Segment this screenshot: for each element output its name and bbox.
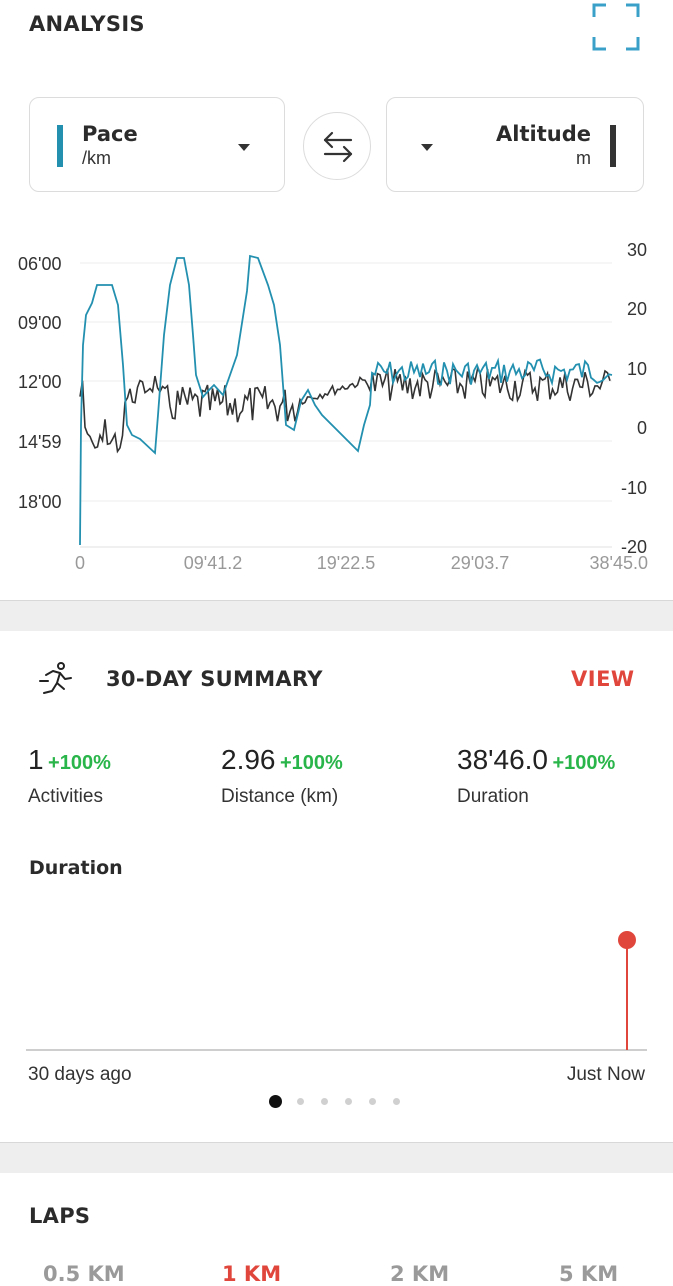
right-tick-label: -10 (621, 478, 647, 498)
stat-distance: 2.96 +100% Distance (km) (221, 744, 343, 808)
start-label: 30 days ago (28, 1064, 132, 1085)
left-tick-label: 06'00 (18, 254, 61, 274)
laps-tab-2km[interactable]: 2 KM (390, 1262, 450, 1286)
section-divider (0, 600, 673, 631)
page-indicator-dot[interactable] (393, 1098, 400, 1105)
stat-change: +100% (279, 752, 343, 774)
stat-activities: 1 +100% Activities (28, 744, 111, 808)
page-indicator-dot[interactable] (345, 1098, 352, 1105)
stat-label: Duration (457, 786, 529, 807)
left-tick-label: 12'00 (18, 372, 61, 392)
x-axis-ticks: 0 09'41.2 19'22.5 29'03.7 38'45.0 (75, 553, 648, 573)
right-tick-label: -20 (621, 537, 647, 557)
stat-change: +100% (552, 752, 616, 774)
stat-label: Distance (km) (221, 786, 339, 807)
page-indicator-dot[interactable] (297, 1098, 304, 1105)
left-axis-ticks: 06'00 09'00 12'00 14'59 18'00 (18, 254, 61, 512)
end-label: Just Now (566, 1064, 645, 1085)
laps-title: LAPS (29, 1204, 91, 1228)
right-metric-color-bar (610, 125, 616, 167)
stat-value: 1 (28, 744, 44, 775)
section-divider (0, 1142, 673, 1173)
x-tick-label: 29'03.7 (451, 553, 510, 573)
laps-tab-5km[interactable]: 5 KM (559, 1262, 619, 1286)
left-metric-color-bar (57, 125, 63, 167)
right-metric-unit: m (576, 148, 591, 168)
right-tick-label: 0 (637, 418, 647, 438)
stat-label: Activities (28, 786, 103, 807)
stat-duration: 38'46.0 +100% Duration (457, 744, 615, 808)
x-tick-label: 19'22.5 (317, 553, 376, 573)
page-indicator-dot[interactable] (369, 1098, 376, 1105)
swap-arrows-icon (323, 131, 353, 163)
stat-value: 38'46.0 (457, 744, 548, 775)
duration-chart-title: Duration (29, 857, 123, 879)
chevron-down-icon (238, 144, 250, 151)
x-tick-label: 0 (75, 553, 85, 573)
right-axis-ticks: 30 20 10 0 -10 -20 (621, 240, 647, 557)
page-indicator-dot[interactable] (321, 1098, 328, 1105)
page-indicator-dot-active[interactable] (269, 1095, 282, 1108)
chevron-down-icon (421, 144, 433, 151)
view-summary-button[interactable]: VIEW (571, 667, 635, 691)
fullscreen-icon[interactable] (591, 2, 641, 52)
laps-tab-1km[interactable]: 1 KM (222, 1262, 282, 1286)
left-metric-selector[interactable]: Pace /km (29, 97, 285, 192)
stat-change: +100% (48, 752, 111, 774)
left-tick-label: 18'00 (18, 492, 61, 512)
right-tick-label: 10 (627, 359, 647, 379)
x-tick-label: 09'41.2 (184, 553, 243, 573)
left-tick-label: 09'00 (18, 313, 61, 333)
right-tick-label: 30 (627, 240, 647, 260)
left-metric-name: Pace (82, 122, 138, 146)
swap-metrics-button[interactable] (303, 112, 371, 180)
summary-title: 30-DAY SUMMARY (106, 667, 323, 691)
chart-grid (80, 262, 612, 548)
left-tick-label: 14'59 (18, 432, 61, 452)
analysis-title: ANALYSIS (29, 12, 145, 36)
stat-value: 2.96 (221, 744, 276, 775)
duration-mini-chart[interactable] (0, 920, 673, 1060)
x-tick-label: 38'45.0 (590, 553, 649, 573)
right-metric-selector[interactable]: Altitude m (386, 97, 644, 192)
laps-tab-0-5km[interactable]: 0.5 KM (43, 1262, 125, 1286)
right-metric-name: Altitude (496, 122, 591, 146)
duration-point (618, 931, 636, 949)
running-person-icon (39, 662, 72, 694)
left-metric-unit: /km (82, 148, 111, 168)
pace-series-line (79, 254, 613, 546)
altitude-series-line (79, 367, 611, 454)
right-tick-label: 20 (627, 299, 647, 319)
